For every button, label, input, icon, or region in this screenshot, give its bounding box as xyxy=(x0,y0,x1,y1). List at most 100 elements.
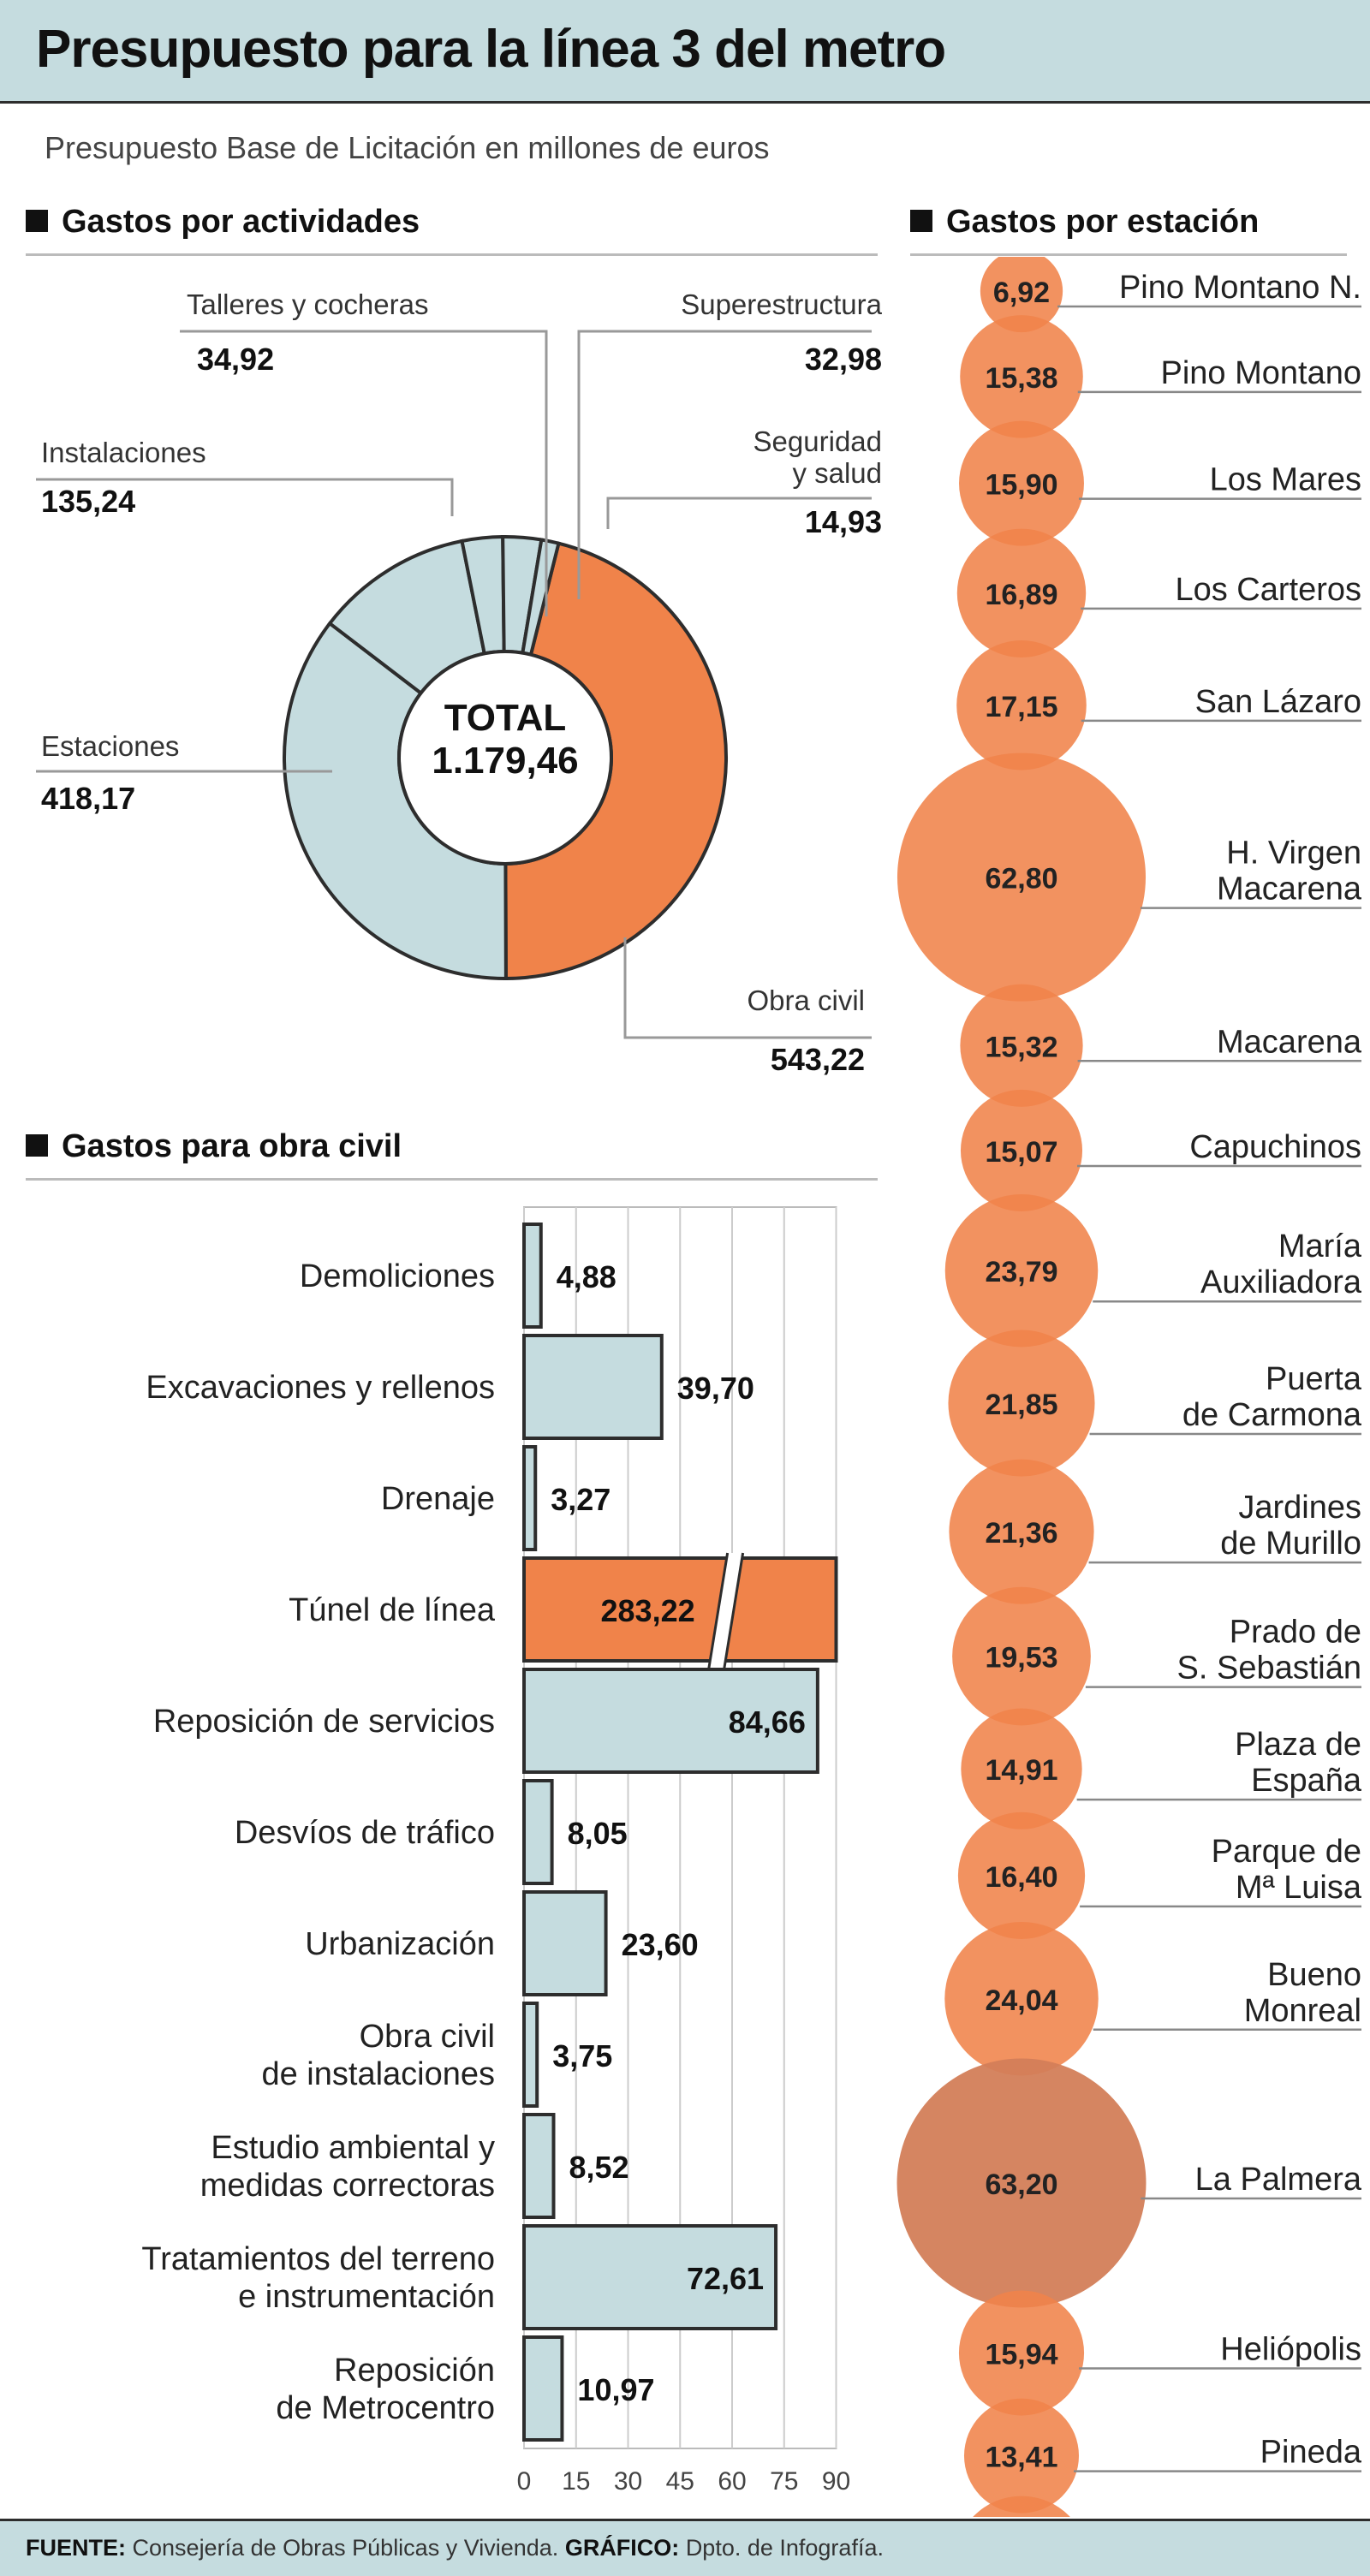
bar-tick-label: 75 xyxy=(770,2467,798,2496)
station-bubble xyxy=(961,1708,1082,1829)
station-value-label: 16,89 xyxy=(985,579,1057,611)
bar-value-label: 3,27 xyxy=(551,1482,611,1517)
leader-line-talleres xyxy=(180,330,548,616)
station-bubble xyxy=(980,257,1063,333)
bullet-square-icon xyxy=(26,210,48,232)
bar-tick-label: 30 xyxy=(614,2467,642,2496)
station-name-label: Auxiliadora xyxy=(1200,1264,1362,1300)
slice-label-obra-civil: Obra civil xyxy=(747,985,865,1016)
bar-category-label: e instrumentación xyxy=(238,2279,495,2315)
slice-value-superestructura: 32,98 xyxy=(805,342,882,377)
subtitle: Presupuesto Base de Licitación en millon… xyxy=(45,130,770,165)
slice-value-obra-civil: 543,22 xyxy=(771,1042,865,1077)
station-name-label: Pino Montano N. xyxy=(1119,270,1361,306)
bubble-chart: 6,92 Pino Montano N. 15,38 Pino Montano 15,9… xyxy=(896,257,1362,2517)
bar-category-label: Túnel de línea xyxy=(289,1592,496,1628)
bar-value-label: 72,61 xyxy=(687,2261,764,2296)
section-rule xyxy=(26,253,878,256)
bar-category-label: Estudio ambiental y xyxy=(211,2130,495,2166)
station-value-label: 62,80 xyxy=(985,863,1057,895)
station-bubble xyxy=(896,753,1147,1002)
station-name-label: Monreal xyxy=(1244,1993,1361,2029)
slice-value-estaciones: 418,17 xyxy=(41,781,135,816)
bar xyxy=(522,2002,539,2108)
slice-label-seguridad-1: Seguridad xyxy=(754,425,882,457)
station-bubble xyxy=(973,2496,1070,2517)
leader-line-instalaciones xyxy=(36,478,454,516)
bar xyxy=(522,1779,554,1885)
station-value-label: 6,92 xyxy=(993,277,1050,309)
bar-category-label: Reposición de servicios xyxy=(153,1704,495,1740)
station-bubble xyxy=(949,1459,1094,1604)
bar-category-label: medidas correctoras xyxy=(200,2168,495,2204)
bar-value-label: 283,22 xyxy=(601,1593,695,1628)
bar-category-label: Demoliciones xyxy=(300,1258,495,1294)
bar-tick-label: 60 xyxy=(718,2467,746,2496)
station-name-label: de Murillo xyxy=(1220,1526,1361,1562)
page-title: Presupuesto para la línea 3 del metro xyxy=(36,20,946,79)
bar-tick-label: 45 xyxy=(666,2467,694,2496)
bullet-square-icon xyxy=(26,1134,48,1157)
bar-category-label: Desvíos de tráfico xyxy=(235,1815,495,1851)
slice-label-seguridad-2: y salud xyxy=(792,457,882,489)
section-header-estacion: Gastos por estación xyxy=(910,204,1259,241)
donut-center xyxy=(397,650,613,866)
station-name-label: Pino Montano xyxy=(1161,355,1362,391)
station-bubble xyxy=(960,1089,1083,1211)
footer: FUENTE: Consejería de Obras Públicas y V… xyxy=(0,2519,1370,2576)
bar xyxy=(522,1223,543,1329)
bar-tick-label: 0 xyxy=(517,2467,532,2496)
title-bar: Presupuesto para la línea 3 del metro xyxy=(0,0,1370,104)
section-header-obra-civil: Gastos para obra civil xyxy=(26,1128,402,1165)
section-header-actividades: Gastos por actividades xyxy=(26,204,420,241)
station-name-label: Mª Luisa xyxy=(1236,1870,1362,1906)
bar-category-label: de instalaciones xyxy=(261,2056,495,2092)
slice-label-talleres: Talleres y cocheras xyxy=(187,289,428,320)
station-bubble xyxy=(958,2290,1085,2416)
station-name-label: Bueno xyxy=(1267,1957,1361,1993)
station-name-label: Los Mares xyxy=(1210,462,1361,498)
section-rule xyxy=(910,253,1347,256)
station-value-label: 21,85 xyxy=(985,1389,1057,1421)
donut-chart: TOTAL 1.179,46 Talleres y cocheras 34,92… xyxy=(36,289,883,1077)
station-name-label: Macarena xyxy=(1217,1024,1362,1060)
station-value-label: 63,20 xyxy=(985,2168,1057,2201)
footer-fuente-label: FUENTE: xyxy=(26,2535,126,2561)
station-bubble xyxy=(956,640,1087,770)
station-bubble xyxy=(948,1330,1095,1477)
bar xyxy=(522,1445,538,1551)
bar-value-label: 39,70 xyxy=(677,1371,754,1406)
station-name-label: Heliópolis xyxy=(1220,2332,1361,2368)
station-value-label: 17,15 xyxy=(985,691,1057,723)
footer-fuente: Consejería de Obras Públicas y Vivienda. xyxy=(132,2535,559,2561)
station-bubble xyxy=(959,420,1084,546)
section-title-estacion: Gastos por estación xyxy=(946,204,1260,240)
station-value-label: 15,90 xyxy=(985,469,1057,502)
station-value-label: 13,41 xyxy=(985,2442,1057,2474)
station-bubble xyxy=(944,1193,1099,1347)
bar-value-label: 84,66 xyxy=(729,1704,806,1740)
bar-break-line xyxy=(707,1552,730,1670)
station-value-label: 16,40 xyxy=(985,1861,1057,1894)
station-name-label: S. Sebastián xyxy=(1177,1651,1361,1687)
station-value-label: 15,32 xyxy=(985,1031,1057,1063)
station-name-label: Plaza de xyxy=(1235,1727,1361,1763)
station-bubble xyxy=(963,2398,1080,2514)
bar-category-label: Urbanización xyxy=(305,1926,495,1962)
bar-tick-label: 90 xyxy=(822,2467,850,2496)
section-title-obra-civil: Gastos para obra civil xyxy=(62,1128,402,1164)
bar xyxy=(522,1890,608,1996)
station-name-label: María xyxy=(1278,1229,1362,1264)
bar-value-label: 3,75 xyxy=(552,2038,612,2073)
station-name-label: de Carmona xyxy=(1182,1397,1362,1433)
station-bubble xyxy=(957,1812,1086,1940)
station-name-label: Prado de xyxy=(1230,1615,1361,1651)
bar-tick-label: 15 xyxy=(562,2467,590,2496)
station-value-label: 23,79 xyxy=(985,1256,1057,1288)
bar-category-label: Tratamientos del terreno xyxy=(141,2241,495,2277)
station-name-label: Pineda xyxy=(1260,2435,1362,2471)
station-bubble xyxy=(952,1586,1091,1726)
bar xyxy=(522,1334,664,1440)
station-value-label: 24,04 xyxy=(985,1984,1057,2017)
bar xyxy=(522,2335,564,2442)
